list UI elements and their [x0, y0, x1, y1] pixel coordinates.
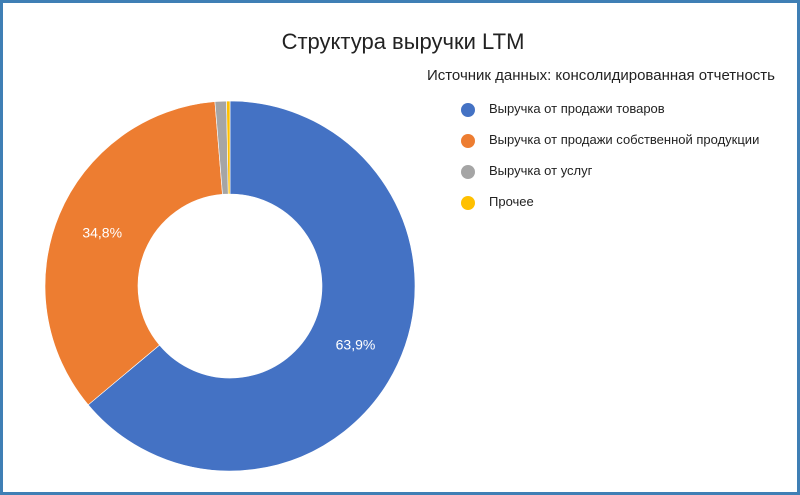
legend-label-services: Выручка от услуг [489, 163, 593, 178]
slice-goods [87, 100, 416, 472]
slice-other [226, 100, 231, 195]
data-label-goods: 63,9% [336, 337, 376, 353]
slice-own-products [44, 101, 223, 406]
data-label-own-products: 34,8% [82, 225, 122, 241]
donut-chart: 63,9% 34,8% [44, 100, 416, 472]
legend-marker-services [461, 165, 475, 179]
chart-subtitle: Источник данных: консолидированная отчет… [426, 67, 775, 84]
legend-label-goods: Выручка от продажи товаров [489, 101, 665, 116]
legend-label-other: Прочее [489, 194, 534, 209]
legend-marker-goods [461, 103, 475, 117]
legend-marker-own-products [461, 134, 475, 148]
legend-marker-other [461, 196, 475, 210]
chart-title: Структура выручки LTM [281, 29, 525, 54]
legend-label-own-products: Выручка от продажи собственной продукции [489, 132, 760, 147]
